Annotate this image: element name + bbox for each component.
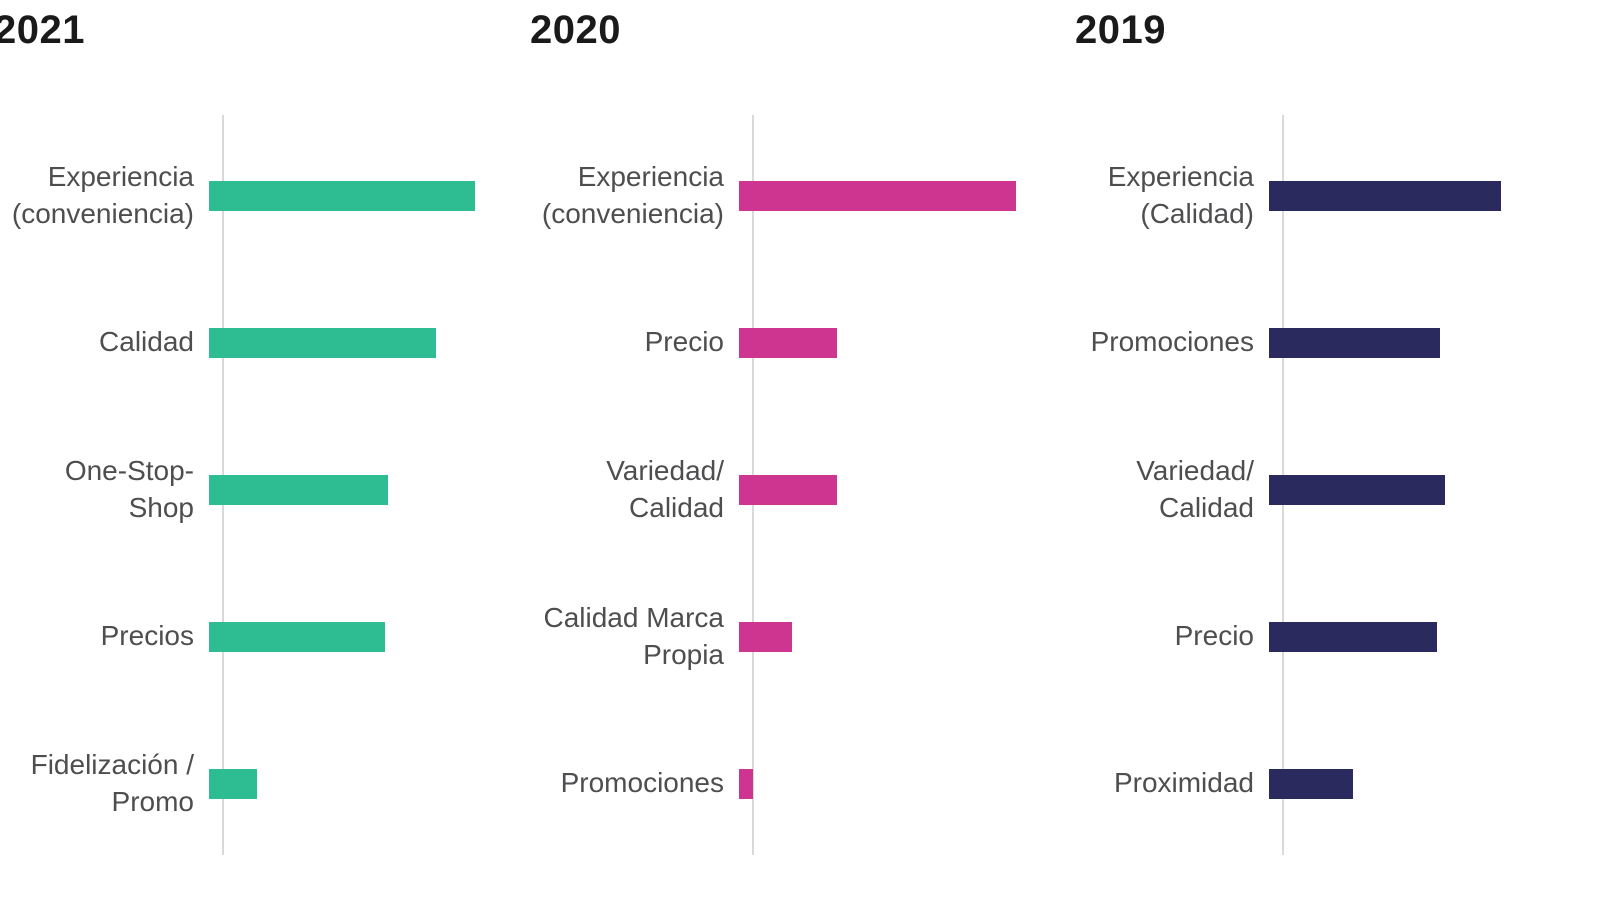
chart-panel: 2019 Experiencia (Calidad) Promociones Var… [1060, 0, 1600, 900]
bar-label: Variedad/ Calidad [606, 454, 724, 523]
bar-row: Precio [1060, 563, 1600, 710]
bar-row: Promociones [530, 710, 1050, 857]
bar-track [739, 621, 1050, 652]
bar-label: Experiencia (conveniencia) [541, 160, 724, 229]
bar-label: Promociones [560, 767, 724, 799]
bar [1269, 180, 1502, 211]
bar-label: Proximidad [1113, 767, 1254, 799]
bar-label: Experiencia (Calidad) [1107, 160, 1254, 229]
bar-track [209, 180, 520, 211]
bar-row: Calidad Marca Propia [530, 563, 1050, 710]
bar [1269, 474, 1446, 505]
bar-track [1269, 474, 1600, 505]
bar-label: One-Stop-Shop [64, 454, 194, 523]
bar-label: Precio [644, 326, 724, 358]
bar [1269, 768, 1353, 799]
bar [209, 474, 389, 505]
bar-track [1269, 180, 1600, 211]
bar-track [1269, 768, 1600, 799]
year-title-2019: 2019 [1075, 8, 1166, 52]
bar-label: Experiencia (conveniencia) [11, 160, 194, 229]
bar-row: Experiencia (conveniencia) [530, 122, 1050, 269]
year-title-2021: 2021 [0, 8, 85, 52]
bar-track [1269, 327, 1600, 358]
chart-panel: 2021 Experiencia (conveniencia) Calidad On… [0, 0, 520, 900]
bar-row: Fidelización / Promo [0, 710, 520, 857]
bar-row: One-Stop-Shop [0, 416, 520, 563]
bar-label: Fidelización / Promo [30, 748, 194, 817]
bar [739, 474, 837, 505]
bar-label: Precio [1174, 620, 1254, 652]
bar [209, 327, 436, 358]
bar-row: Variedad/ Calidad [530, 416, 1050, 563]
bar [739, 327, 837, 358]
bar-label: Calidad [99, 326, 194, 358]
rows: Experiencia (Calidad) Promociones Variedad… [1060, 122, 1600, 857]
chart-panel: 2020 Experiencia (conveniencia) Precio Var… [530, 0, 1050, 900]
bar-row: Precio [530, 269, 1050, 416]
bar [739, 621, 793, 652]
rows: Experiencia (conveniencia) Calidad One-Sto… [0, 122, 520, 857]
bar [209, 768, 257, 799]
bar-row: Experiencia (conveniencia) [0, 122, 520, 269]
bar-track [209, 327, 520, 358]
bar-track [209, 621, 520, 652]
bar-label: Precios [100, 620, 194, 652]
bar-row: Precios [0, 563, 520, 710]
bar-track [739, 327, 1050, 358]
rows: Experiencia (conveniencia) Precio Variedad… [530, 122, 1050, 857]
bar [739, 768, 753, 799]
bar [209, 621, 386, 652]
bar-track [739, 474, 1050, 505]
bar-track [1269, 621, 1600, 652]
bar-row: Variedad/ Calidad [1060, 416, 1600, 563]
bar-row: Calidad [0, 269, 520, 416]
bar-track [739, 768, 1050, 799]
bar-row: Experiencia (Calidad) [1060, 122, 1600, 269]
bar-track [209, 474, 520, 505]
bar [1269, 327, 1440, 358]
bar-label: Calidad Marca Propia [543, 601, 724, 670]
bar-label: Variedad/ Calidad [1136, 454, 1254, 523]
bar [1269, 621, 1437, 652]
bar [209, 180, 475, 211]
bar-row: Proximidad [1060, 710, 1600, 857]
year-title-2020: 2020 [530, 8, 621, 52]
bar [739, 180, 1017, 211]
bar-label: Promociones [1090, 326, 1254, 358]
bar-row: Promociones [1060, 269, 1600, 416]
bar-track [209, 768, 520, 799]
bar-track [739, 180, 1050, 211]
